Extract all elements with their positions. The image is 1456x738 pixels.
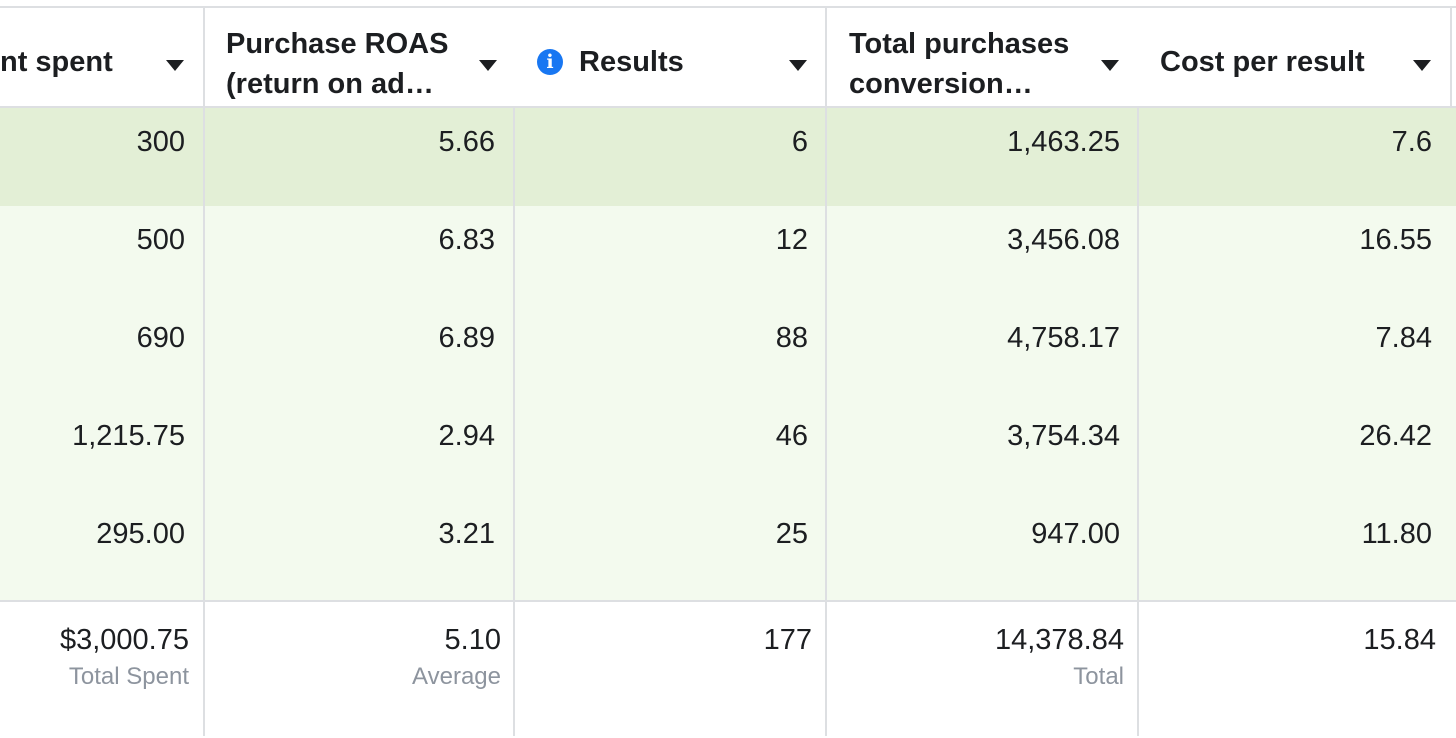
- cell-cost-per-result: 7.6: [1391, 126, 1432, 158]
- cell-cost-per-result: 11.80: [1361, 518, 1432, 550]
- summary-results: 177: [515, 602, 812, 738]
- cell-amount-spent: 300: [136, 126, 185, 158]
- cell-results: 12: [775, 224, 808, 256]
- summary-label: Total: [1073, 663, 1124, 690]
- summary-row: $3,000.75 Total Spent 5.10 Average 177 1…: [0, 600, 1456, 736]
- table-row[interactable]: 690 6.89 88 4,758.17 7.84: [0, 304, 1456, 402]
- column-header-label: Purchase ROAS: [226, 28, 449, 60]
- cell-total-purchases: 4,758.17: [1007, 322, 1120, 354]
- column-divider: [513, 108, 515, 736]
- caret-down-icon[interactable]: [1101, 60, 1119, 71]
- cell-total-purchases: 947.00: [1031, 518, 1120, 550]
- summary-amount-spent: $3,000.75 Total Spent: [0, 602, 189, 738]
- table-row[interactable]: 500 6.83 12 3,456.08 16.55: [0, 206, 1456, 304]
- cell-amount-spent: 1,215.75: [72, 420, 185, 452]
- summary-cost-per-result: 15.84: [1139, 602, 1436, 738]
- column-header-label: Cost per result: [1160, 46, 1365, 78]
- cell-cost-per-result: 16.55: [1359, 224, 1432, 256]
- info-icon[interactable]: i: [537, 49, 563, 75]
- caret-down-icon[interactable]: [479, 60, 497, 71]
- cell-total-purchases: 3,754.34: [1007, 420, 1120, 452]
- column-header-label: nt spent: [0, 46, 113, 78]
- cell-cost-per-result: 26.42: [1359, 420, 1432, 452]
- cell-purchase-roas: 6.89: [438, 322, 495, 354]
- caret-down-icon[interactable]: [789, 60, 807, 71]
- column-header-label-line2: (return on ad…: [226, 68, 434, 100]
- cell-amount-spent: 690: [136, 322, 185, 354]
- caret-down-icon[interactable]: [1413, 60, 1431, 71]
- column-header-amount-spent[interactable]: nt spent: [0, 8, 203, 106]
- cell-results: 46: [775, 420, 808, 452]
- column-header-results[interactable]: i Results: [515, 8, 825, 106]
- summary-label: Total Spent: [68, 663, 189, 690]
- cell-purchase-roas: 5.66: [438, 126, 495, 158]
- cell-purchase-roas: 6.83: [438, 224, 495, 256]
- cell-total-purchases: 3,456.08: [1007, 224, 1120, 256]
- cell-purchase-roas: 3.21: [438, 518, 495, 550]
- cell-results: 88: [775, 322, 808, 354]
- cell-cost-per-result: 7.84: [1375, 322, 1432, 354]
- summary-value: 177: [763, 624, 812, 656]
- column-header-label-line2: conversion…: [849, 68, 1033, 100]
- column-header-label: Results: [579, 46, 684, 78]
- cell-results: 6: [791, 126, 808, 158]
- summary-total-purchases: 14,378.84 Total: [827, 602, 1124, 738]
- column-divider: [825, 6, 827, 736]
- table-row[interactable]: 300 5.66 6 1,463.25 7.6: [0, 108, 1456, 206]
- column-divider: [1450, 6, 1452, 108]
- cell-amount-spent: 295.00: [96, 518, 185, 550]
- cell-purchase-roas: 2.94: [438, 420, 495, 452]
- column-divider: [203, 6, 205, 736]
- cell-amount-spent: 500: [136, 224, 185, 256]
- summary-value: 15.84: [1363, 624, 1436, 656]
- column-divider: [1137, 108, 1139, 736]
- summary-value: $3,000.75: [59, 624, 189, 656]
- table-row[interactable]: 295.00 3.21 25 947.00 11.80: [0, 500, 1456, 600]
- summary-label: Average: [412, 663, 501, 690]
- cell-results: 25: [775, 518, 808, 550]
- summary-value: 5.10: [444, 624, 501, 656]
- column-header-purchase-roas[interactable]: Purchase ROAS (return on ad…: [205, 8, 513, 106]
- table-row[interactable]: 1,215.75 2.94 46 3,754.34 26.42: [0, 402, 1456, 500]
- cell-total-purchases: 1,463.25: [1007, 126, 1120, 158]
- summary-value: 14,378.84: [994, 624, 1124, 656]
- table-header: nt spent Purchase ROAS (return on ad… i …: [0, 6, 1456, 108]
- column-header-cost-per-result[interactable]: Cost per result: [1139, 8, 1452, 106]
- summary-purchase-roas: 5.10 Average: [205, 602, 501, 738]
- caret-down-icon[interactable]: [166, 60, 184, 71]
- column-header-total-purchases[interactable]: Total purchases conversion…: [827, 8, 1137, 106]
- column-header-label: Total purchases: [849, 28, 1070, 60]
